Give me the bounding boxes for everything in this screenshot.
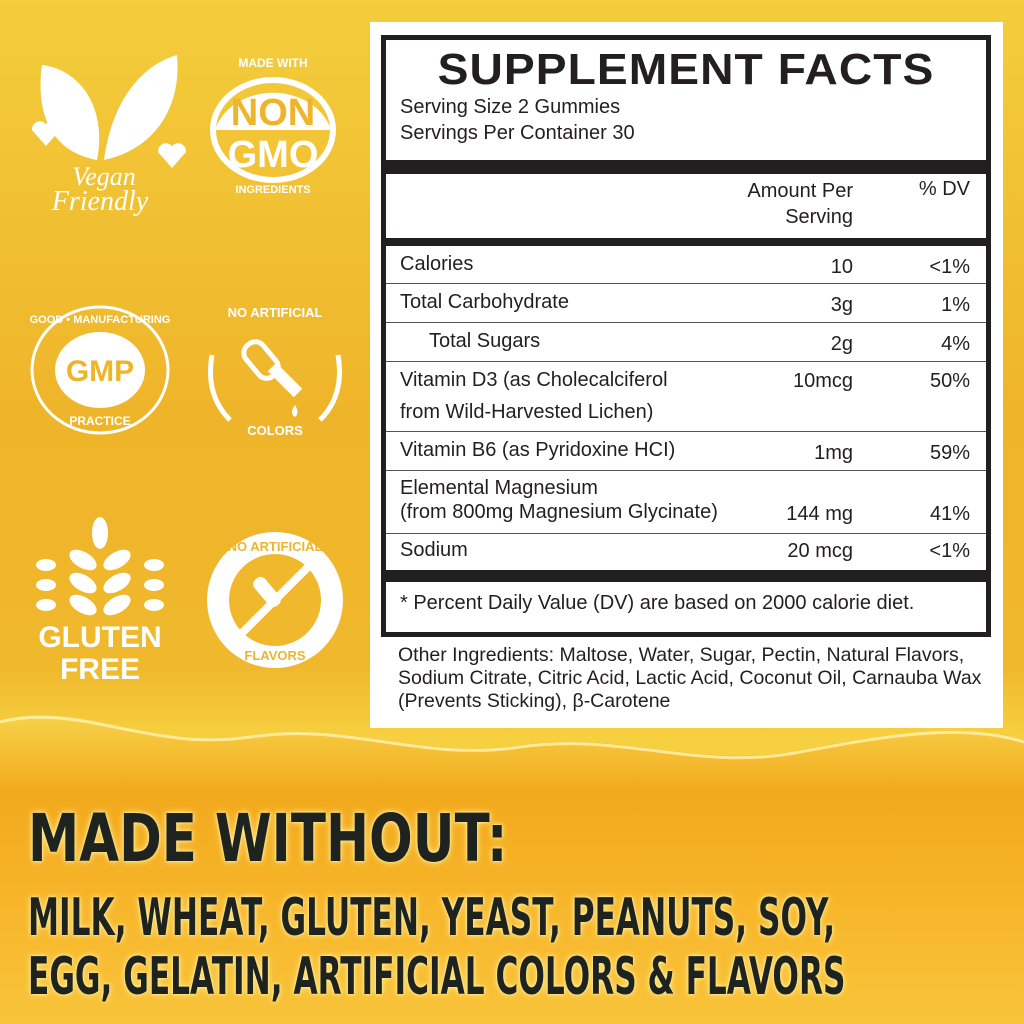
- svg-text:NO ARTIFICIAL: NO ARTIFICIAL: [228, 539, 323, 554]
- servings-per-container: Servings Per Container 30: [400, 122, 635, 144]
- vegan-friendly-badge: Vegan Friendly: [31, 55, 187, 217]
- svg-text:GMP: GMP: [66, 355, 134, 388]
- svg-text:INGREDIENTS: INGREDIENTS: [235, 184, 310, 195]
- svg-text:PRACTICE: PRACTICE: [69, 414, 130, 428]
- table-row: Sodium 20 mcg <1%: [400, 539, 970, 562]
- svg-text:NON: NON: [231, 92, 315, 134]
- svg-text:MADE WITH: MADE WITH: [238, 56, 307, 70]
- column-header: Amount Per Serving % DV: [386, 174, 986, 238]
- made-without-line-2: EGG, GELATIN, ARTIFICIAL COLORS & FLAVOR…: [28, 947, 846, 1007]
- svg-text:FLAVORS: FLAVORS: [244, 648, 305, 663]
- vegan-text: Vegan: [72, 162, 136, 191]
- svg-text:NO ARTIFICIAL: NO ARTIFICIAL: [228, 305, 323, 320]
- no-artificial-colors-badge: NO ARTIFICIAL COLORS: [207, 305, 343, 438]
- table-row: Vitamin D3 (as Cholecalciferol from Wild-…: [386, 362, 986, 432]
- made-without-line-1: MILK, WHEAT, GLUTEN, YEAST, PEANUTS, SOY…: [28, 888, 836, 948]
- gmp-badge: GMP GOOD • MANUFACTURING PRACTICE: [30, 305, 171, 435]
- col-amount: Amount Per: [747, 180, 853, 202]
- supplement-facts-table: SUPPLEMENT FACTS Serving Size 2 Gummies …: [381, 35, 991, 637]
- serving-size: Serving Size 2 Gummies: [400, 96, 621, 118]
- table-row: Calories 10 <1%: [386, 246, 986, 284]
- svg-text:GLUTEN: GLUTEN: [38, 621, 161, 654]
- table-row: Vitamin B6 (as Pyridoxine HCI) 1mg 59%: [386, 432, 986, 471]
- liquid-wave: [0, 715, 1024, 1024]
- table-row: Total Sugars 2g 4%: [386, 323, 986, 362]
- wheat-icon: [36, 517, 164, 616]
- supplement-panel: SUPPLEMENT FACTS Serving Size 2 Gummies …: [370, 22, 1003, 728]
- col-amount-2: Serving: [785, 206, 853, 228]
- gluten-free-badge: GLUTEN FREE: [36, 517, 164, 685]
- svg-text:GOOD • MANUFACTURING: GOOD • MANUFACTURING: [30, 314, 171, 326]
- footnote: * Percent Daily Value (DV) are based on …: [400, 592, 915, 614]
- svg-text:COLORS: COLORS: [247, 423, 303, 438]
- table-row: Total Carbohydrate 3g 1%: [386, 284, 986, 323]
- facts-title: SUPPLEMENT FACTS: [437, 45, 935, 94]
- col-dv: % DV: [918, 178, 970, 200]
- table-row: Elemental Magnesium (from 800mg Magnesium…: [386, 471, 986, 534]
- svg-text:FREE: FREE: [60, 653, 140, 685]
- non-gmo-badge: MADE WITH NON GMO INGREDIENTS: [210, 56, 336, 195]
- no-artificial-flavors-badge: NO ARTIFICIAL FLAVORS: [207, 532, 343, 668]
- dropper-icon: [241, 339, 303, 417]
- svg-text:GMO: GMO: [228, 134, 319, 176]
- made-without-heading: MADE WITHOUT:: [28, 800, 508, 877]
- other-ingredients: Other Ingredients: Maltose, Water, Sugar…: [398, 644, 982, 712]
- friendly-text: Friendly: [51, 186, 149, 217]
